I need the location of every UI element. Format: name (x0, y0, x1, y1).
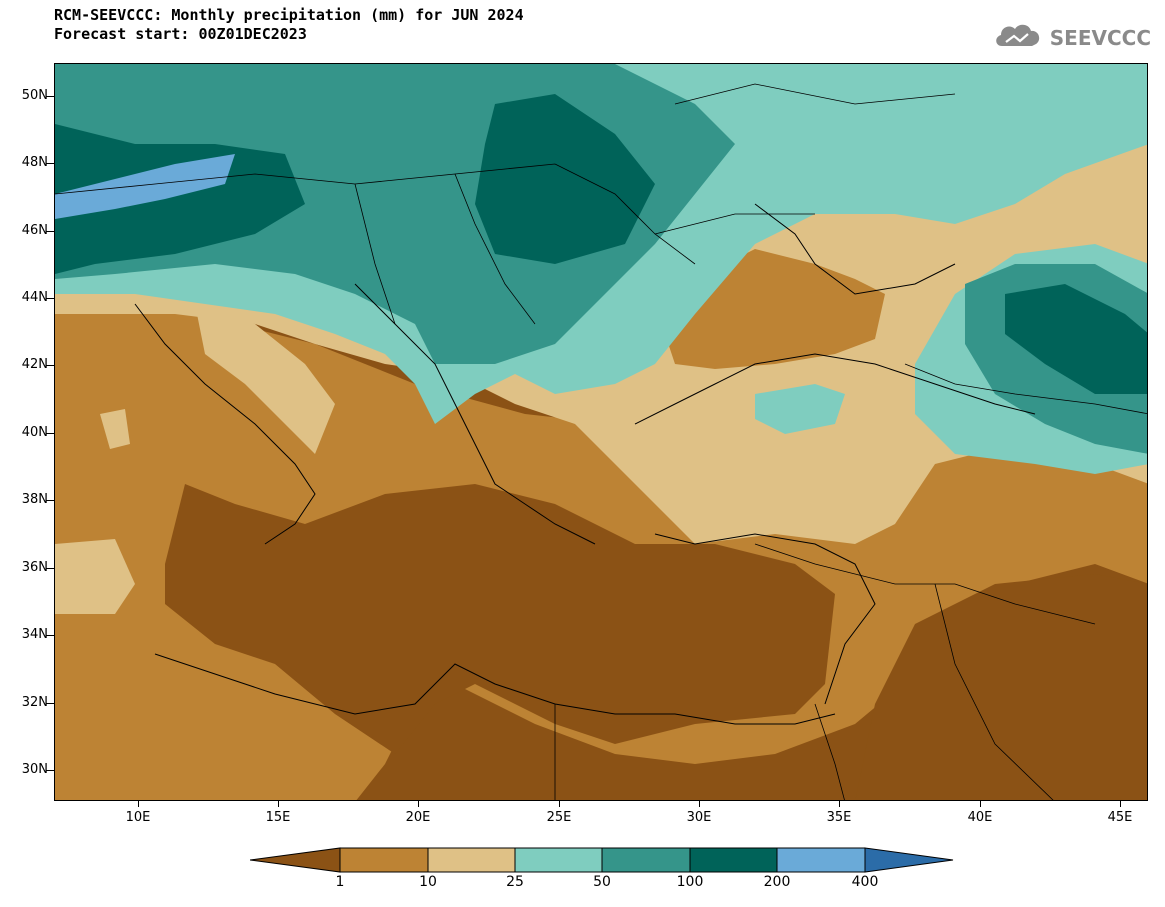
map-title: RCM-SEEVCCC: Monthly precipitation (mm) … (54, 6, 524, 24)
lat-label-50n: 50N (21, 88, 48, 103)
region-100-200-alps (55, 124, 305, 274)
lon-label-35e: 35E (826, 810, 852, 825)
country-borders (55, 83, 1147, 800)
colorbar-bin-lt1 (249, 847, 341, 873)
seevccc-logo: SEEVCCC (992, 20, 1151, 56)
region-10-25 (55, 124, 1147, 544)
region-10-25-sardinia (100, 409, 130, 449)
lon-tick (1120, 801, 1121, 807)
colorbar-label-200: 200 (763, 874, 791, 890)
coastline (134, 203, 1036, 725)
colorbar-bin-50-100 (601, 847, 691, 873)
colorbar-bin-10-25 (427, 847, 516, 873)
lat-tick (46, 96, 54, 97)
logo-text: SEEVCCC (1049, 26, 1151, 50)
lon-label-20e: 20E (405, 810, 431, 825)
lat-tick (46, 231, 54, 232)
precipitation-map (54, 63, 1148, 801)
lat-tick (46, 163, 54, 164)
colorbar-label-50: 50 (593, 874, 611, 890)
lat-tick (46, 433, 54, 434)
colorbar-label-1: 1 (335, 874, 345, 890)
region-lt1-sea (165, 484, 835, 754)
lat-tick (46, 365, 54, 366)
region-100-200-carpathians (475, 94, 655, 264)
lat-tick (46, 298, 54, 299)
title-block: RCM-SEEVCCC: Monthly precipitation (mm) … (54, 6, 524, 44)
lat-tick (46, 500, 54, 501)
colorbar-bin-100-200 (689, 847, 778, 873)
lon-tick (138, 801, 139, 807)
colorbar-label-10: 10 (419, 874, 437, 890)
colorbar-bin-25-50 (514, 847, 603, 873)
lat-tick (46, 770, 54, 771)
lat-label-38n: 38N (21, 492, 48, 507)
region-25-50-anatolia (755, 384, 845, 434)
lat-tick (46, 568, 54, 569)
lon-tick (839, 801, 840, 807)
lon-label-10e: 10E (125, 810, 151, 825)
forecast-start: Forecast start: 00Z01DEC2023 (54, 25, 307, 43)
lon-label-30e: 30E (686, 810, 712, 825)
lon-tick (418, 801, 419, 807)
lon-tick (278, 801, 279, 807)
region-10-25-tunisia (55, 539, 135, 614)
colorbar-bin-gt400 (864, 847, 954, 873)
lat-label-48n: 48N (21, 155, 48, 170)
region-10-25-italy (195, 304, 335, 454)
lat-label-44n: 44N (21, 290, 48, 305)
lat-label-32n: 32N (21, 695, 48, 710)
region-lt1-east (855, 574, 1147, 800)
colorbar-bin-200-400 (776, 847, 866, 873)
lat-label-34n: 34N (21, 627, 48, 642)
lat-label-30n: 30N (21, 762, 48, 777)
colorbar-label-100: 100 (676, 874, 704, 890)
lon-label-40e: 40E (967, 810, 993, 825)
lat-label-36n: 36N (21, 560, 48, 575)
lon-label-45e: 45E (1107, 810, 1133, 825)
lat-tick (46, 635, 54, 636)
region-100-200-caucasus (1005, 284, 1147, 394)
colorbar-bin-1-10 (339, 847, 429, 873)
colorbar-label-25: 25 (506, 874, 524, 890)
map-canvas (55, 64, 1147, 800)
lat-label-40n: 40N (21, 425, 48, 440)
lon-label-15e: 15E (265, 810, 291, 825)
lat-label-42n: 42N (21, 357, 48, 372)
region-200-400-alps (55, 154, 235, 219)
lat-label-46n: 46N (21, 223, 48, 238)
colorbar-label-400: 400 (851, 874, 879, 890)
lon-tick (980, 801, 981, 807)
colorbar (249, 846, 955, 880)
lon-tick (699, 801, 700, 807)
lon-label-25e: 25E (546, 810, 572, 825)
lat-tick (46, 703, 54, 704)
lon-tick (559, 801, 560, 807)
cloud-icon (992, 20, 1046, 56)
